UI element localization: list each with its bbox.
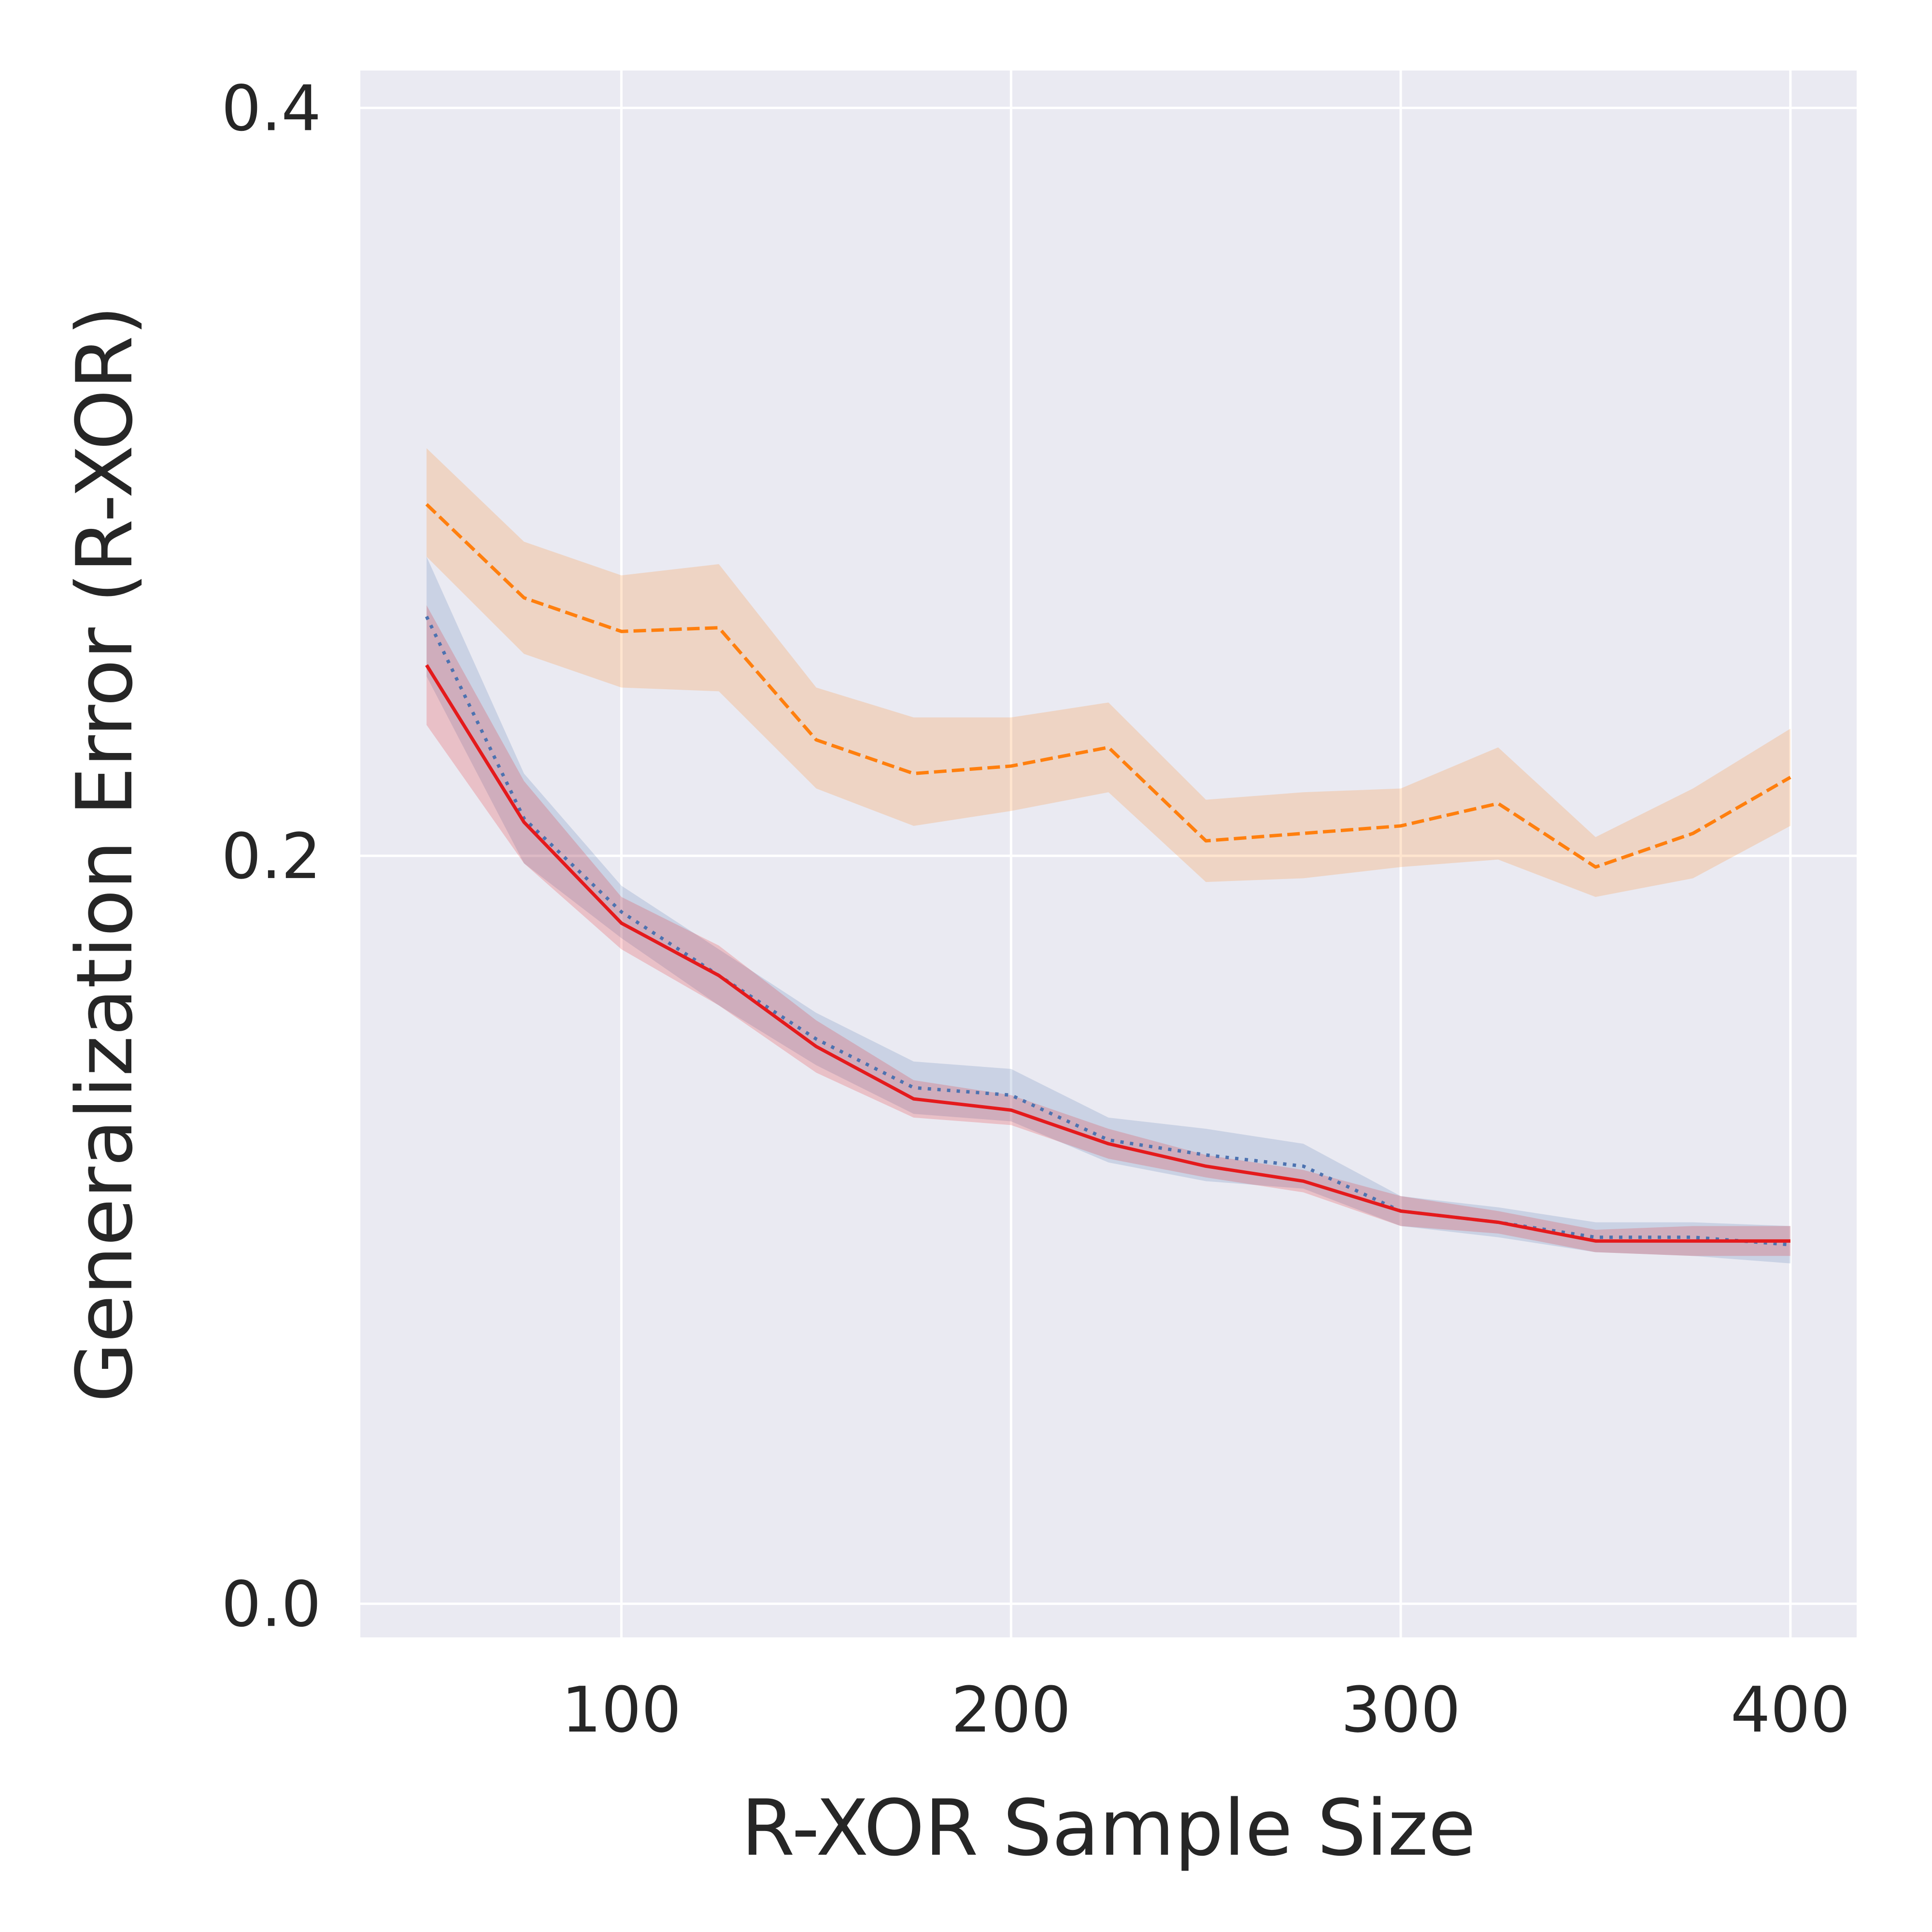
plot-background [360, 71, 1857, 1637]
series-1-line [425, 503, 1791, 869]
x-tick-label: 300 [1341, 1673, 1461, 1747]
y-tick-label: 0.0 [221, 1567, 321, 1641]
y-tick-label: 0.2 [221, 820, 321, 893]
series-2-line [425, 615, 1791, 1247]
series-2-band [426, 556, 1790, 1264]
x-axis-title: R-XOR Sample Size [741, 1783, 1476, 1873]
y-tick-label: 0.4 [221, 71, 321, 145]
confidence-bands [426, 448, 1790, 1264]
grid [360, 71, 1857, 1637]
tick-labels: 100 200 300 400 0.0 0.2 0.4 [221, 71, 1850, 1747]
x-tick-label: 100 [561, 1673, 681, 1747]
series-lines [425, 503, 1791, 1247]
x-tick-label: 200 [951, 1673, 1071, 1747]
series-1-band [426, 448, 1790, 897]
x-tick-label: 400 [1731, 1673, 1850, 1747]
y-axis-title: Generalization Error (R-XOR) [59, 305, 150, 1402]
series-3-line [425, 664, 1790, 1243]
